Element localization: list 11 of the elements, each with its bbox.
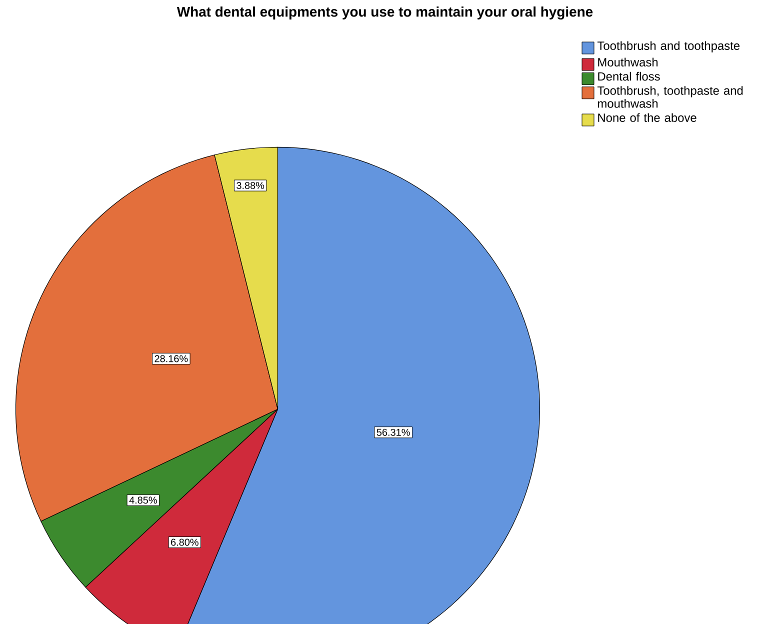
legend-label: None of the above <box>598 113 696 122</box>
data-label: 28.16% <box>154 355 188 362</box>
data-label: 56.31% <box>376 428 410 436</box>
legend-label: Mouthwash <box>598 58 658 66</box>
legend-label: Dental floss <box>598 72 660 81</box>
chart-title: What dental equipments you use to maintain your oral hygiene <box>176 6 593 20</box>
data-label: 3.88% <box>236 182 264 190</box>
data-label: 4.85% <box>129 496 157 504</box>
legend-label: Toothbrush, toothpaste and mouthwash <box>597 86 743 108</box>
data-label: 6.80% <box>171 538 198 546</box>
legend-label: Toothbrush and toothpaste <box>597 41 740 52</box>
